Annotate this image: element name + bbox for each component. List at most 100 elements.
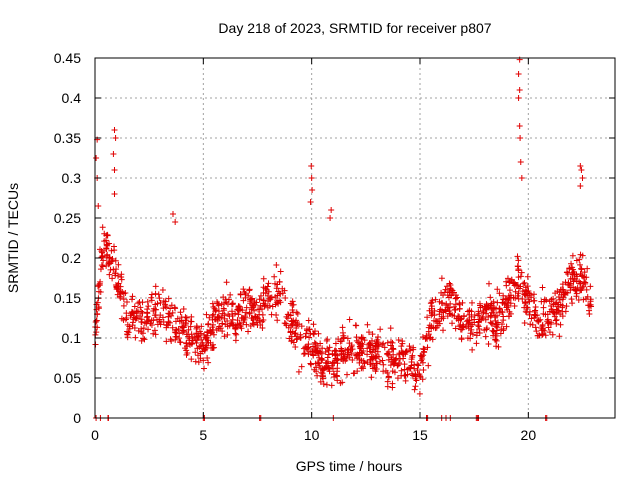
data-point [325,351,332,358]
data-point [412,371,419,378]
data-point [185,333,192,340]
data-point [242,313,249,320]
data-point [506,295,513,302]
data-point [287,329,294,336]
data-point [139,299,146,306]
data-point [274,317,281,324]
data-point [417,352,424,359]
data-point [97,278,104,285]
data-point [241,289,248,296]
data-point [385,356,392,363]
data-point [375,353,382,360]
data-point [179,327,186,334]
data-point [275,300,282,307]
data-point [530,297,537,304]
data-point [407,346,414,353]
data-point [97,289,104,296]
data-point [246,287,253,294]
y-axis-label: SRMTID / TECUs [5,183,21,293]
data-point [172,318,179,325]
data-point [303,326,310,333]
data-point [349,346,356,353]
data-point [338,355,345,362]
data-point [578,287,585,294]
data-point [528,315,535,322]
data-point [384,350,391,357]
chart-title: Day 218 of 2023, SRMTID for receiver p80… [218,20,491,36]
data-point [312,340,319,347]
data-point [522,299,529,306]
data-point [273,312,280,319]
data-point [288,322,295,329]
data-point [494,286,501,293]
data-point [372,345,379,352]
data-point-spike [517,135,524,141]
data-point [210,321,217,328]
data-point [225,296,232,303]
data-point [292,330,299,337]
data-point [511,282,518,289]
data-point [369,331,376,338]
data-point [342,357,349,364]
data-point [123,310,130,317]
data-point [332,347,339,354]
data-point [237,323,244,330]
data-point-spike [518,175,525,181]
data-point [230,322,237,329]
data-point [563,269,570,276]
data-point [340,334,347,341]
data-point [556,296,563,303]
data-point [257,292,264,299]
data-point [494,319,501,326]
data-point [570,268,577,275]
data-point [553,316,560,323]
data-point [260,275,267,282]
data-point [243,304,250,311]
data-point [154,300,161,307]
data-point [541,296,548,303]
data-point [324,360,331,367]
data-point [228,308,235,315]
data-point [293,333,300,340]
data-point [293,324,300,331]
data-point [287,300,294,307]
data-point-spike [515,71,522,77]
data-point [524,283,531,290]
data-point [118,276,125,283]
data-point [303,344,310,351]
y-tick-label: 0.15 [54,290,81,306]
data-point [448,286,455,293]
data-point [214,300,221,307]
data-point [138,325,145,332]
data-point [346,316,353,323]
data-point [263,287,270,294]
data-point [95,282,102,289]
y-tick-label: 0.35 [54,130,81,146]
data-point [421,348,428,355]
data-point [332,340,339,347]
data-point [528,294,535,301]
data-point-spike [577,183,584,189]
y-tick-label: 0 [73,410,81,426]
data-point [516,285,523,292]
data-point [539,330,546,337]
data-point [376,358,383,365]
data-point [246,310,253,317]
data-point [578,266,585,273]
data-point [152,312,159,319]
data-point [148,291,155,298]
data-point [288,338,295,345]
data-point [520,280,527,287]
data-point [584,293,591,300]
data-point [375,343,382,350]
data-point [273,285,280,292]
data-point [144,318,151,325]
data-point [458,336,465,343]
y-tick-label: 0.05 [54,370,81,386]
data-point [572,286,579,293]
data-point [203,334,210,341]
data-point [433,324,440,331]
data-point-spike [328,207,335,213]
data-point-spike [95,203,102,209]
